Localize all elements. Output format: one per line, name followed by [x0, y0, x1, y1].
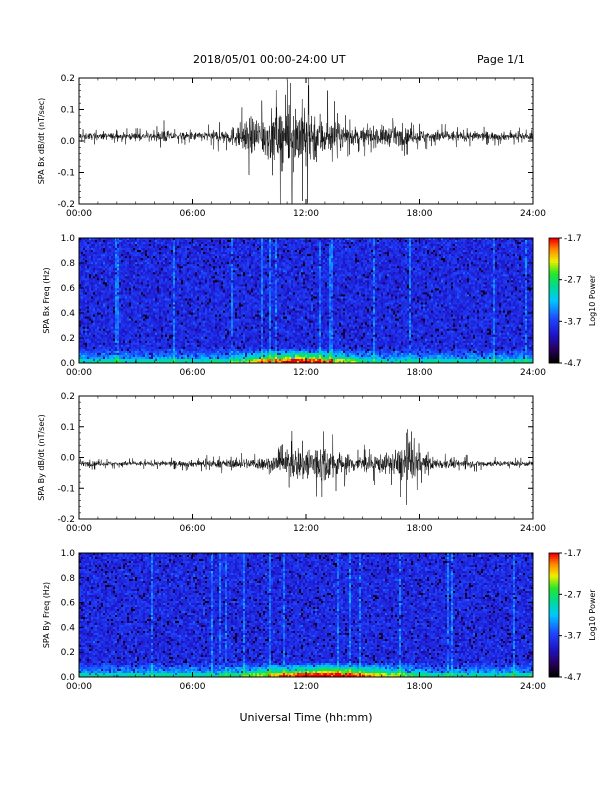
x-tick-label: 18:00 — [407, 368, 433, 378]
y-tick-label: 0.8 — [61, 259, 76, 269]
y-axis-label: SPA Bx Freq (Hz) — [42, 267, 51, 333]
colorbar-tick-label: -1.7 — [564, 234, 582, 244]
x-tick-label: 00:00 — [66, 524, 92, 534]
x-tick-label: 24:00 — [520, 524, 546, 534]
x-tick-label: 18:00 — [407, 524, 433, 534]
y-tick-label: 0.2 — [61, 648, 75, 658]
x-tick-label: 00:00 — [66, 682, 92, 692]
y-tick-label: 0.0 — [61, 454, 76, 464]
colorbar-tick-label: -4.7 — [564, 673, 582, 683]
x-tick-label: 24:00 — [520, 682, 546, 692]
x-tick-label: 00:00 — [66, 209, 92, 219]
x-tick-label: 24:00 — [520, 209, 546, 219]
x-tick-label: 12:00 — [293, 682, 319, 692]
y-tick-label: 0.4 — [61, 623, 76, 633]
series-line — [79, 429, 533, 505]
x-tick-label: 12:00 — [293, 368, 319, 378]
y-tick-label: 0.2 — [61, 334, 75, 344]
y-tick-label: 0.6 — [61, 599, 76, 609]
colorbar-tick-label: -2.7 — [564, 276, 582, 286]
y-axis-label: SPA By Freq (Hz) — [42, 582, 51, 648]
colorbar-label: Log10 Power — [588, 274, 597, 326]
x-tick-label: 06:00 — [180, 209, 206, 219]
colorbar-tick-label: -2.7 — [564, 590, 582, 600]
series-line — [79, 76, 533, 209]
x-tick-label: 18:00 — [407, 682, 433, 692]
y-axis-label: SPA Bx dB/dt (nT/sec) — [37, 98, 46, 185]
y-tick-label: 0.2 — [61, 392, 75, 402]
y-tick-label: 0.1 — [61, 106, 75, 116]
y-tick-label: 0.8 — [61, 574, 76, 584]
x-tick-label: 00:00 — [66, 368, 92, 378]
y-tick-label: 0.1 — [61, 423, 75, 433]
x-tick-label: 06:00 — [180, 368, 206, 378]
y-tick-label: 0.4 — [61, 309, 76, 319]
colorbar-tick-label: -1.7 — [564, 549, 582, 559]
y-tick-label: 0.2 — [61, 74, 75, 84]
x-tick-label: 18:00 — [407, 209, 433, 219]
x-tick-label: 24:00 — [520, 368, 546, 378]
chart-canvas: -0.2-0.10.00.10.2SPA Bx dB/dt (nT/sec)00… — [0, 0, 612, 792]
x-axis-title: Universal Time (hh:mm) — [0, 711, 612, 724]
colorbar-tick-label: -3.7 — [564, 317, 582, 327]
colorbar-tick-label: -3.7 — [564, 632, 582, 642]
y-axis-label: SPA By dB/dt (nT/sec) — [37, 414, 46, 501]
colorbar-label: Log10 Power — [588, 589, 597, 641]
y-tick-label: -0.1 — [57, 484, 75, 494]
y-tick-label: 1.0 — [61, 549, 76, 559]
x-tick-label: 06:00 — [180, 524, 206, 534]
x-tick-label: 12:00 — [293, 209, 319, 219]
x-tick-label: 06:00 — [180, 682, 206, 692]
x-tick-label: 12:00 — [293, 524, 319, 534]
y-tick-label: 0.0 — [61, 137, 76, 147]
y-tick-label: 0.6 — [61, 284, 76, 294]
colorbar-tick-label: -4.7 — [564, 359, 582, 369]
y-tick-label: -0.1 — [57, 169, 75, 179]
y-tick-label: 1.0 — [61, 234, 76, 244]
